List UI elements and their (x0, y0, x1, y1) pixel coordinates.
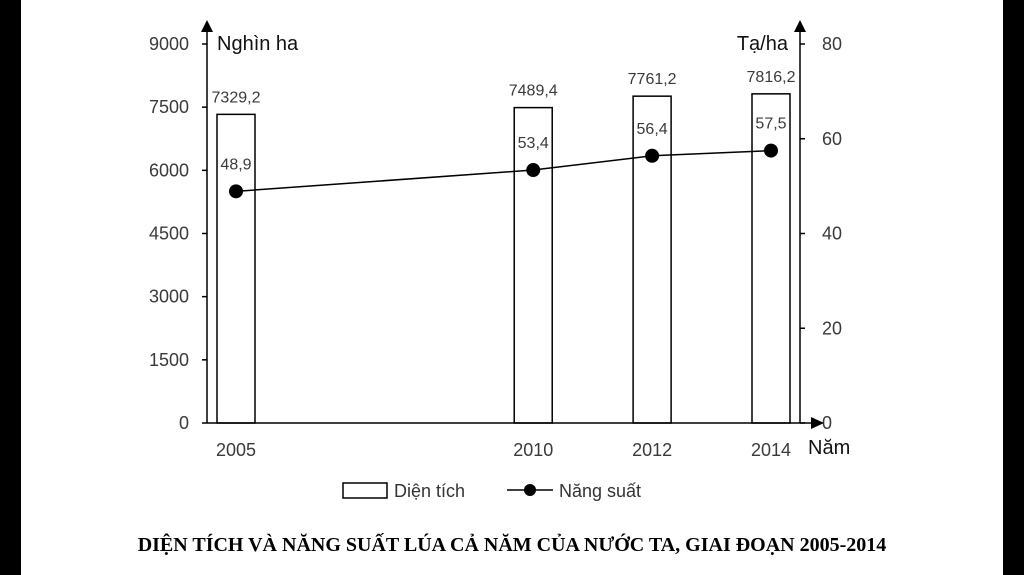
bar-value-label-2014: 7816,2 (747, 69, 796, 86)
line-value-label-2010: 53,4 (518, 135, 549, 152)
line-point-2012 (645, 148, 660, 163)
left-tick-label: 4500 (149, 224, 189, 244)
bar-value-label-2012: 7761,2 (628, 71, 677, 88)
left-tick-label: 0 (179, 413, 189, 433)
line-value-label-2012: 56,4 (637, 121, 668, 138)
x-tick-label: 2005 (216, 440, 256, 460)
right-axis-unit: Tạ/ha (737, 33, 789, 55)
left-axis-arrow-icon (201, 20, 213, 32)
left-tick-label: 3000 (149, 287, 189, 307)
left-tick-label: 1500 (149, 350, 189, 370)
bar-2005 (216, 113, 256, 424)
bar-value-label-2010: 7489,4 (509, 83, 558, 100)
right-tick-label: 20 (822, 318, 842, 338)
x-tick-label: 2010 (513, 440, 553, 460)
line-series-nang-suat (235, 149, 772, 193)
legend-bar-swatch (342, 482, 388, 499)
bar-2012 (632, 95, 672, 424)
legend-line-label: Năng suất (559, 481, 641, 501)
left-tick-label: 6000 (149, 160, 189, 180)
x-axis-arrow-icon (811, 417, 824, 429)
right-axis-arrow-icon (794, 20, 806, 32)
line-value-label-2005: 48,9 (220, 156, 251, 173)
line-point-2005 (229, 184, 243, 199)
x-axis-unit: Năm (808, 437, 850, 459)
bar-2014 (751, 93, 791, 424)
legend-bar-label: Diện tích (394, 481, 465, 501)
left-tick-label: 9000 (149, 34, 189, 54)
line-point-2010 (526, 163, 541, 178)
bar-value-label-2005: 7329,2 (212, 89, 261, 106)
line-value-label-2014: 57,5 (755, 116, 786, 133)
chart-canvas: 7329,2 7489,4 7761,2 7816,2 0 1500 3000 4500 600… (21, 0, 1003, 575)
x-tick-label: 2012 (632, 440, 672, 460)
right-tick-label: 0 (822, 413, 832, 433)
right-tick-label: 80 (822, 34, 842, 54)
line-point-2014 (764, 143, 778, 158)
chart-title: DIỆN TÍCH VÀ NĂNG SUẤT LÚA CẢ NĂM CỦA NƯ… (137, 534, 887, 556)
right-tick-label: 40 (822, 224, 842, 244)
left-tick-label: 7500 (149, 97, 189, 117)
legend-line-marker (524, 484, 536, 496)
bar-2010 (513, 106, 553, 424)
left-axis-unit: Nghìn ha (217, 33, 299, 55)
right-tick-label: 60 (822, 129, 842, 149)
x-tick-label: 2014 (751, 440, 791, 460)
